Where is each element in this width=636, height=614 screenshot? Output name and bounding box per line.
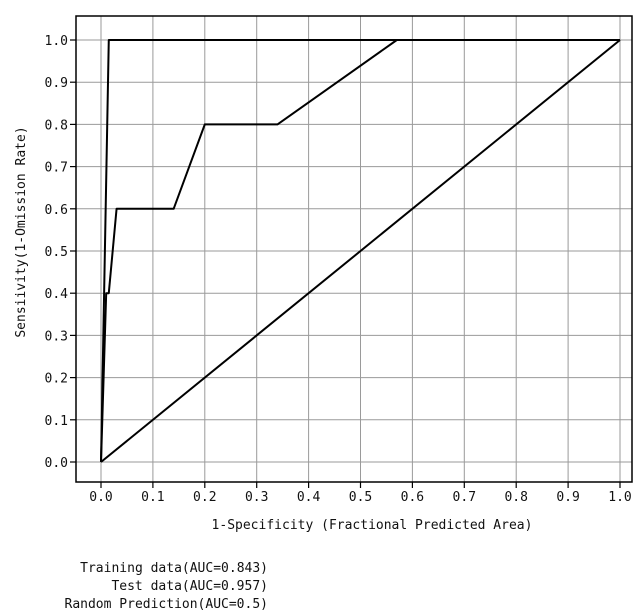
random-series-line (100, 39, 621, 463)
x-tick-label: 0.0 (89, 490, 112, 505)
training-series-line (100, 39, 620, 463)
series-lines (100, 39, 621, 463)
y-tick-label: 0.1 (45, 414, 68, 429)
y-axis-title: Sensiivity(1-Omission Rate) (14, 126, 29, 337)
x-tick-label: 0.6 (401, 490, 424, 505)
x-tick-label: 0.3 (245, 490, 268, 505)
x-tick-label: 0.7 (453, 490, 476, 505)
axis-ticks (70, 39, 621, 488)
x-tick-label: 0.2 (193, 490, 216, 505)
y-tick-label: 0.8 (45, 118, 68, 133)
x-tick-label: 0.4 (297, 490, 321, 505)
y-tick-label: 1.0 (45, 34, 68, 49)
y-tick-label: 0.0 (45, 456, 68, 471)
test-series-line (100, 39, 620, 463)
legend-entry-random: Random Prediction(AUC=0.5) (65, 597, 269, 612)
x-tick-label: 0.8 (504, 490, 527, 505)
legend-entry-test: Test data(AUC=0.957) (111, 579, 268, 594)
grid-lines (76, 16, 632, 482)
y-tick-label: 0.9 (45, 76, 68, 91)
y-tick-label: 0.3 (45, 329, 68, 344)
x-tick-label: 0.9 (556, 490, 579, 505)
y-tick-label: 0.2 (45, 372, 68, 387)
x-tick-label: 0.1 (141, 490, 164, 505)
legend-entry-training: Training data(AUC=0.843) (80, 561, 268, 576)
x-tick-labels: 0.0 0.1 0.2 0.3 0.4 0.5 0.6 0.7 0.8 0.9 1.0 (89, 490, 631, 505)
legend: Training data(AUC=0.843) Test data(AUC=0… (65, 561, 269, 612)
y-tick-label: 0.7 (45, 161, 68, 176)
x-tick-label: 0.5 (349, 490, 372, 505)
y-tick-labels: 0.0 0.1 0.2 0.3 0.4 0.5 0.6 0.7 0.8 0.9 1.0 (45, 34, 69, 471)
y-tick-label: 0.6 (45, 203, 68, 218)
y-tick-label: 0.4 (45, 287, 69, 302)
x-tick-label: 1.0 (608, 490, 631, 505)
x-axis-title: 1-Specificity (Fractional Predicted Area… (212, 518, 533, 533)
y-tick-label: 0.5 (45, 245, 68, 260)
plot-frame (75, 15, 633, 483)
